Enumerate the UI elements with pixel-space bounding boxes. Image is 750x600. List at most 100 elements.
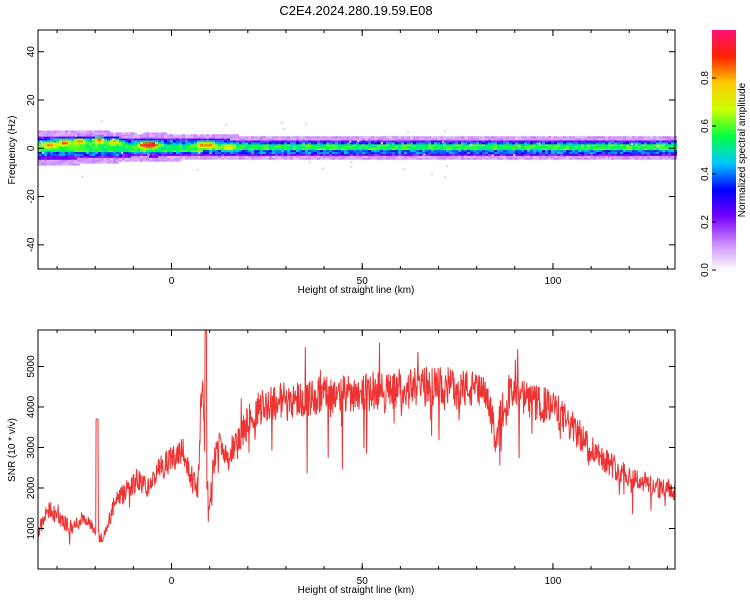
spectrogram-cell <box>482 155 485 158</box>
spectrogram-cell <box>500 147 503 151</box>
spectrogram-cell <box>581 142 584 145</box>
colorbar-tick-label: 0.4 <box>700 167 711 181</box>
spectrogram-cell <box>47 142 50 145</box>
spectrogram-cell <box>233 134 236 137</box>
spectrogram-cell <box>335 140 338 143</box>
spectrogram-cell <box>182 142 185 145</box>
spectrogram-cell <box>374 142 377 145</box>
spectrogram-cell <box>122 157 125 160</box>
spectrogram-cell <box>437 147 440 151</box>
spectrogram-cell <box>131 136 134 139</box>
spectrogram-cell <box>125 159 128 162</box>
spectrogram-cell <box>416 147 419 151</box>
snr-x-ticks: 0 50 100 <box>56 330 668 587</box>
spectrogram-cell <box>638 143 641 147</box>
spectrogram-cell <box>155 155 158 158</box>
spectrogram-cell <box>350 155 353 158</box>
spectrogram-cell <box>524 157 527 160</box>
spectrogram-cell <box>233 149 236 153</box>
spectrogram-cell <box>473 157 476 160</box>
spectrogram-cell <box>140 159 143 162</box>
spectrogram-cell <box>422 145 425 149</box>
spectrogram-cell <box>467 140 470 143</box>
spectrogram-cell <box>533 140 536 143</box>
spectrogram-cell <box>458 147 461 151</box>
spectrogram-cell <box>239 138 242 141</box>
spectrogram-cell <box>284 157 287 160</box>
spectrogram-cell <box>395 142 398 145</box>
spectrogram-cell <box>299 147 302 151</box>
spectrogram-cell <box>461 149 464 153</box>
spectrogram-cell <box>653 143 656 147</box>
spectrogram-cell <box>176 138 179 141</box>
spectrogram-cell <box>512 147 515 151</box>
spectrogram-cell <box>554 145 557 149</box>
spectrogram-cell <box>245 140 248 143</box>
spectrogram-cell <box>608 142 611 145</box>
spectrogram-cell <box>284 145 287 149</box>
spectrogram-cell <box>179 159 182 162</box>
spectrogram-cell <box>605 143 608 147</box>
spectrogram-cell <box>68 157 71 160</box>
spectrogram-cell <box>275 153 278 156</box>
spectrogram-cell <box>671 157 674 160</box>
spectrogram-cell <box>140 157 143 160</box>
spectrogram-cell <box>74 153 77 156</box>
spectrogram-cell <box>347 153 350 156</box>
spectrogram-cell <box>407 140 410 143</box>
spectrogram-cell <box>404 147 407 151</box>
spectrogram-cell <box>287 140 290 143</box>
spectrogram-cell <box>659 149 662 153</box>
spectrogram-cell <box>455 147 458 151</box>
spectrogram-cell <box>518 153 521 156</box>
spectrogram-cell <box>173 143 176 147</box>
spectrogram-cell <box>152 145 155 149</box>
spectrogram-cell <box>221 140 224 143</box>
spectrogram-cell <box>164 159 167 162</box>
spectrogram-cell <box>542 149 545 153</box>
spectrogram-cell <box>125 142 128 145</box>
spectrogram-cell <box>293 140 296 143</box>
spectrogram-cell <box>557 143 560 147</box>
spectrogram-cell <box>224 145 227 149</box>
spectrogram-cell <box>176 145 179 149</box>
spectrogram-cell <box>563 143 566 147</box>
spectrogram-cell <box>110 142 113 145</box>
spectrogram-speck <box>41 143 44 146</box>
spectrogram-cell <box>392 147 395 151</box>
spectrogram-cell <box>395 149 398 153</box>
spectrogram-cell <box>230 155 233 158</box>
spectrogram-cell <box>245 153 248 156</box>
spectrogram-cell <box>161 145 164 149</box>
spectrogram-cell <box>644 147 647 151</box>
spectrogram-y-tick-label: 40 <box>26 46 37 58</box>
spectrogram-cell <box>578 147 581 151</box>
spectrogram-cell <box>305 149 308 153</box>
spectrogram-cell <box>347 142 350 145</box>
spectrogram-cell <box>224 151 227 154</box>
spectrogram-cell <box>560 145 563 149</box>
spectrogram-cell <box>317 140 320 143</box>
spectrogram-speck <box>74 134 77 137</box>
spectrogram-cell <box>335 155 338 158</box>
spectrogram-cell <box>281 138 284 141</box>
spectrogram-cell <box>617 145 620 149</box>
spectrogram-cell <box>44 136 47 139</box>
spectrogram-cell <box>587 145 590 149</box>
spectrogram-cell <box>104 155 107 158</box>
spectrogram-cell <box>251 145 254 149</box>
spectrogram-cell <box>167 157 170 160</box>
spectrogram-cell <box>641 136 644 139</box>
spectrogram-cell <box>131 155 134 158</box>
spectrogram-cell <box>71 155 74 158</box>
spectrogram-cell <box>44 138 47 141</box>
spectrogram-cell <box>575 142 578 145</box>
spectrogram-cell <box>617 136 620 139</box>
spectrogram-cell <box>152 153 155 156</box>
spectrogram-cell <box>203 149 206 153</box>
spectrogram-cell <box>635 138 638 141</box>
spectrogram-cell <box>533 142 536 145</box>
spectrogram-cell <box>515 153 518 156</box>
spectrogram-cell <box>476 155 479 158</box>
spectrogram-cell <box>101 149 104 153</box>
